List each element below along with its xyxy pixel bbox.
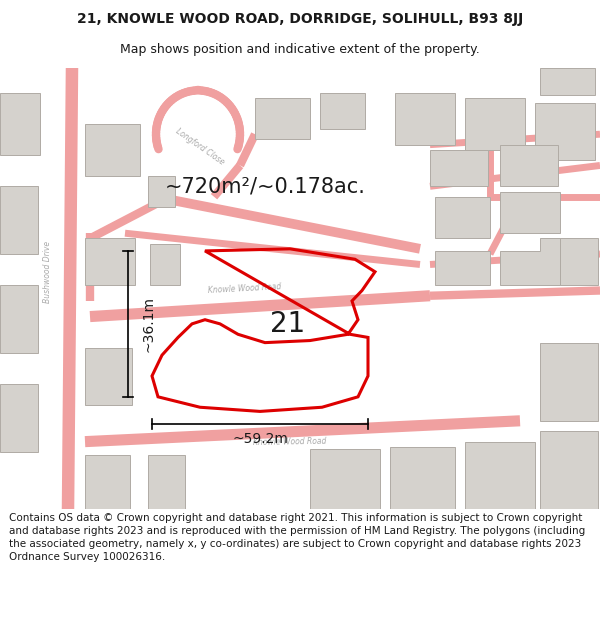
Text: 21, KNOWLE WOOD ROAD, DORRIDGE, SOLIHULL, B93 8JJ: 21, KNOWLE WOOD ROAD, DORRIDGE, SOLIHULL… [77, 12, 523, 26]
Polygon shape [0, 186, 38, 254]
Polygon shape [560, 238, 598, 285]
Polygon shape [500, 238, 560, 285]
Text: Knowle Wood Road: Knowle Wood Road [253, 436, 327, 447]
Polygon shape [430, 150, 488, 186]
Text: ~36.1m: ~36.1m [142, 296, 156, 352]
Polygon shape [148, 455, 185, 509]
Polygon shape [435, 197, 490, 238]
Polygon shape [390, 447, 455, 509]
Polygon shape [310, 449, 380, 509]
Polygon shape [500, 144, 558, 186]
Text: Contains OS data © Crown copyright and database right 2021. This information is : Contains OS data © Crown copyright and d… [9, 513, 585, 562]
Polygon shape [255, 98, 310, 139]
Polygon shape [85, 238, 135, 285]
Text: ~59.2m: ~59.2m [232, 431, 288, 446]
Polygon shape [148, 176, 175, 207]
Polygon shape [540, 342, 598, 421]
Polygon shape [500, 191, 560, 233]
Polygon shape [435, 251, 490, 285]
Polygon shape [85, 348, 132, 405]
Polygon shape [0, 285, 38, 353]
Text: Longford Close: Longford Close [174, 127, 226, 167]
Text: 21: 21 [271, 310, 305, 338]
Polygon shape [320, 92, 365, 129]
Polygon shape [540, 68, 595, 94]
Polygon shape [465, 98, 525, 150]
Text: ~720m²/~0.178ac.: ~720m²/~0.178ac. [165, 176, 366, 196]
Polygon shape [85, 124, 140, 176]
Polygon shape [150, 244, 180, 285]
Text: Bushwood Drive: Bushwood Drive [44, 241, 53, 303]
Polygon shape [465, 442, 535, 509]
Text: Map shows position and indicative extent of the property.: Map shows position and indicative extent… [120, 44, 480, 56]
Polygon shape [395, 92, 455, 144]
Polygon shape [85, 455, 130, 509]
Polygon shape [535, 103, 595, 160]
Polygon shape [540, 431, 598, 509]
Text: Knowle Wood Road: Knowle Wood Road [208, 282, 282, 294]
Polygon shape [0, 92, 40, 155]
Polygon shape [0, 384, 38, 452]
